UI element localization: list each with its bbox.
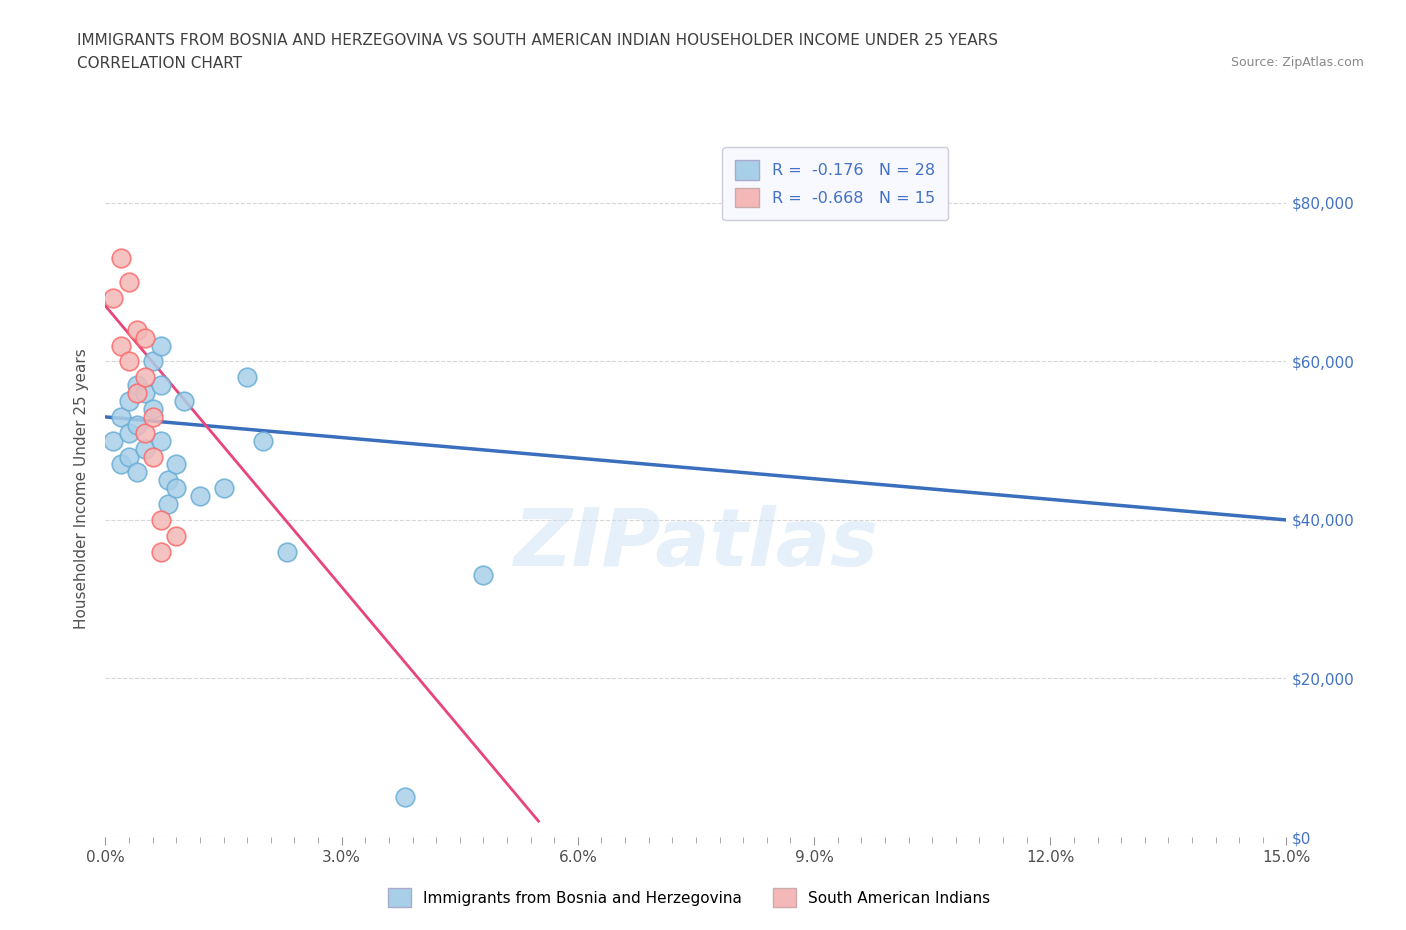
Point (110, 251, 132, 266)
Point (142, 402, 165, 417)
Point (103, 290, 125, 305)
Point (110, 409, 132, 424)
Point (157, 497, 180, 512)
Text: CORRELATION CHART: CORRELATION CHART (77, 56, 242, 71)
Point (472, 568, 495, 583)
Point (125, 465, 148, 480)
Point (134, 370, 156, 385)
Point (165, 481, 187, 496)
Y-axis label: Householder Income Under 25 years: Householder Income Under 25 years (75, 348, 90, 629)
Point (149, 378, 172, 392)
Point (236, 370, 259, 385)
Point (149, 339, 172, 353)
Point (173, 393, 195, 408)
Legend: Immigrants from Bosnia and Herzegovina, South American Indians: Immigrants from Bosnia and Herzegovina, … (382, 883, 995, 913)
Point (118, 393, 141, 408)
Point (188, 489, 211, 504)
Point (276, 544, 298, 559)
Point (134, 386, 156, 401)
Text: IMMIGRANTS FROM BOSNIA AND HERZEGOVINA VS SOUTH AMERICAN INDIAN HOUSEHOLDER INCO: IMMIGRANTS FROM BOSNIA AND HERZEGOVINA V… (77, 33, 998, 47)
Text: Source: ZipAtlas.com: Source: ZipAtlas.com (1230, 56, 1364, 69)
Point (394, 790, 416, 804)
Point (125, 323, 148, 338)
Point (118, 425, 141, 440)
Point (125, 418, 148, 432)
Point (134, 425, 156, 440)
Point (149, 544, 172, 559)
Point (134, 441, 156, 456)
Point (165, 528, 187, 543)
Point (118, 449, 141, 464)
Point (110, 457, 132, 472)
Point (103, 433, 125, 448)
Point (157, 472, 180, 487)
Point (252, 433, 274, 448)
Point (142, 449, 165, 464)
Text: ZIPatlas: ZIPatlas (513, 505, 879, 583)
Point (142, 354, 165, 369)
Point (134, 330, 156, 345)
Point (212, 481, 235, 496)
Legend: R =  -0.176   N = 28, R =  -0.668   N = 15: R = -0.176 N = 28, R = -0.668 N = 15 (723, 148, 948, 220)
Point (149, 512, 172, 527)
Point (118, 354, 141, 369)
Point (118, 274, 141, 289)
Point (125, 378, 148, 392)
Point (110, 339, 132, 353)
Point (165, 457, 187, 472)
Point (142, 409, 165, 424)
Point (149, 433, 172, 448)
Point (125, 386, 148, 401)
